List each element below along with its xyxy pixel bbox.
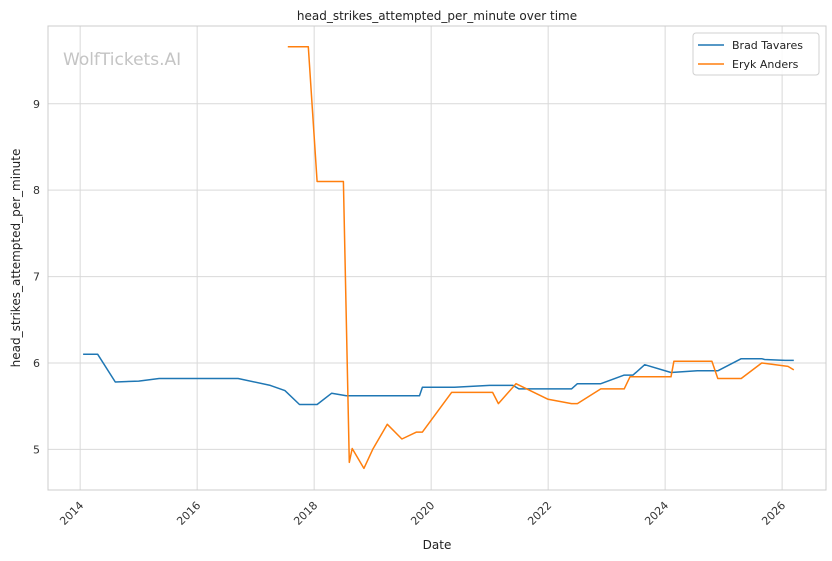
y-axis-label: head_strikes_attempted_per_minute (9, 149, 23, 368)
x-tick-labels: 2014 2016 2018 2020 2022 2024 2026 (57, 499, 788, 528)
y-tick-labels: 5 6 7 8 9 (33, 98, 40, 457)
series-lines (83, 45, 795, 470)
series-line-2 (287, 45, 795, 470)
legend-label-series-2: Eryk Anders (732, 58, 799, 71)
y-tick-label: 7 (33, 271, 40, 284)
y-tick-label: 9 (33, 98, 40, 111)
watermark: WolfTickets.AI (63, 50, 181, 70)
legend-box (692, 32, 820, 76)
x-tick-label: 2018 (291, 499, 320, 528)
x-tick-label: 2020 (408, 499, 437, 528)
x-tick-label: 2022 (525, 499, 554, 528)
x-axis-label: Date (423, 538, 452, 552)
y-tick-label: 8 (33, 184, 40, 197)
x-tick-label: 2024 (642, 499, 671, 528)
plot-area-frame (47, 25, 827, 491)
y-tick-label: 6 (33, 357, 40, 370)
legend: Brad Tavares Eryk Anders (692, 32, 820, 76)
gridlines (48, 26, 826, 490)
y-tick-label: 5 (33, 443, 40, 456)
x-tick-label: 2026 (759, 499, 788, 528)
chart-title: head_strikes_attempted_per_minute over t… (297, 9, 577, 23)
series-line-1 (83, 353, 794, 406)
x-tick-label: 2016 (174, 499, 203, 528)
x-tick-label: 2014 (57, 499, 86, 528)
legend-label-series-1: Brad Tavares (732, 39, 803, 52)
